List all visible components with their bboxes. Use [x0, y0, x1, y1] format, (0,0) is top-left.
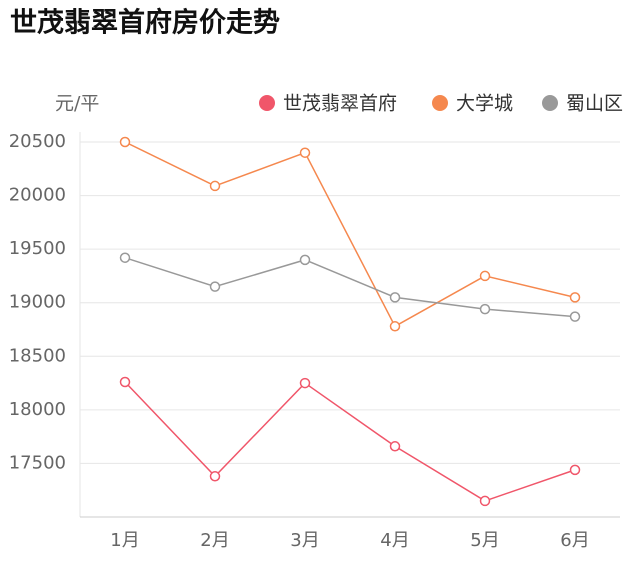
data-point: [119, 376, 131, 388]
legend-marker: [542, 95, 558, 111]
data-point: [479, 495, 491, 507]
series-line: [124, 381, 576, 502]
y-tick-label: 18000: [9, 399, 66, 420]
legend-label: 大学城: [456, 93, 513, 115]
x-tick-label: 3月: [290, 530, 319, 551]
data-point: [479, 303, 491, 315]
data-point: [569, 292, 581, 303]
y-tick-label: 19500: [9, 238, 66, 259]
data-point: [389, 441, 401, 452]
y-axis-label: 元/平: [55, 93, 99, 115]
y-tick-label: 17500: [9, 452, 66, 473]
x-tick-label: 4月: [380, 530, 409, 551]
x-tick-label: 5月: [470, 530, 499, 551]
data-point: [299, 377, 311, 389]
data-point: [479, 270, 491, 282]
x-tick-label: 6月: [560, 530, 589, 551]
y-tick-label: 20000: [9, 185, 66, 206]
data-point: [119, 136, 131, 148]
series-line: [124, 141, 576, 328]
y-tick-label: 20500: [9, 131, 66, 152]
legend-label: 世茂翡翠首府: [283, 93, 397, 115]
data-point: [569, 311, 581, 322]
x-tick-label: 2月: [200, 530, 229, 551]
series-line: [124, 257, 576, 318]
legend-label: 蜀山区: [566, 93, 623, 115]
data-point: [209, 281, 221, 292]
data-point: [299, 254, 311, 266]
data-point: [389, 321, 401, 332]
data-point: [389, 292, 401, 303]
chart-title: 世茂翡翠首府房价走势: [10, 7, 280, 39]
data-point: [209, 180, 221, 192]
legend-marker: [259, 95, 275, 111]
legend-marker: [432, 95, 448, 111]
data-point: [209, 471, 221, 482]
y-tick-label: 19000: [9, 292, 66, 313]
y-tick-label: 18500: [9, 345, 66, 366]
data-point: [299, 147, 311, 158]
data-point: [119, 252, 131, 263]
x-tick-label: 1月: [110, 530, 139, 551]
data-point: [569, 464, 581, 476]
